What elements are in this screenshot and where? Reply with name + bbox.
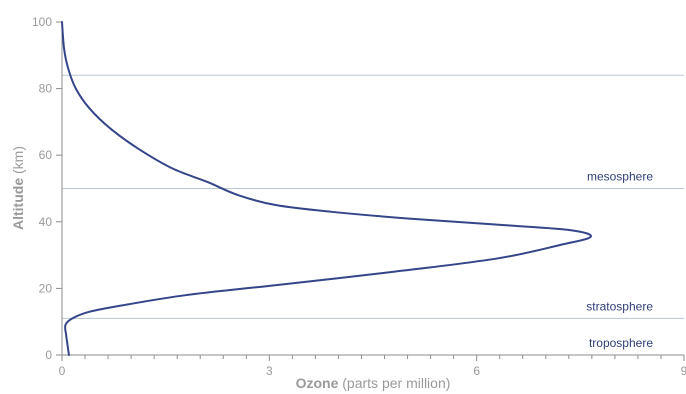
y-tick-label-60: 60	[39, 148, 53, 162]
x-tick-label-3: 3	[266, 364, 273, 378]
axes	[61, 22, 684, 356]
ticks: 0 20 40 60 80 100 0 3 6 9	[32, 15, 686, 378]
layer-label-stratosphere: stratosphere	[586, 299, 653, 313]
layer-label-troposphere: troposphere	[589, 336, 653, 350]
y-tick-label-40: 40	[39, 215, 53, 229]
layer-labels: mesosphere stratosphere troposphere	[586, 170, 653, 351]
x-axis-title-rest: (parts per million)	[342, 375, 450, 391]
y-tick-label-0: 0	[45, 348, 52, 362]
y-axis-title-strong: Altitude	[10, 178, 26, 230]
boundary-lines	[62, 74, 684, 319]
x-tick-label-6: 6	[473, 364, 480, 378]
ozone-profile-line-0	[61, 21, 592, 356]
x-axis-title: Ozone (parts per million)	[296, 375, 451, 391]
series	[61, 21, 592, 356]
y-tick-label-80: 80	[39, 82, 53, 96]
y-tick-label-100: 100	[32, 15, 52, 29]
layer-label-mesosphere: mesosphere	[587, 170, 653, 184]
y-axis-title-rest: (km)	[10, 146, 26, 174]
y-tick-label-20: 20	[39, 281, 53, 295]
x-axis-title-strong: Ozone	[296, 375, 339, 391]
y-axis-title: Altitude (km)	[10, 146, 26, 230]
x-tick-label-0: 0	[59, 364, 66, 378]
x-tick-label-9: 9	[681, 364, 686, 378]
